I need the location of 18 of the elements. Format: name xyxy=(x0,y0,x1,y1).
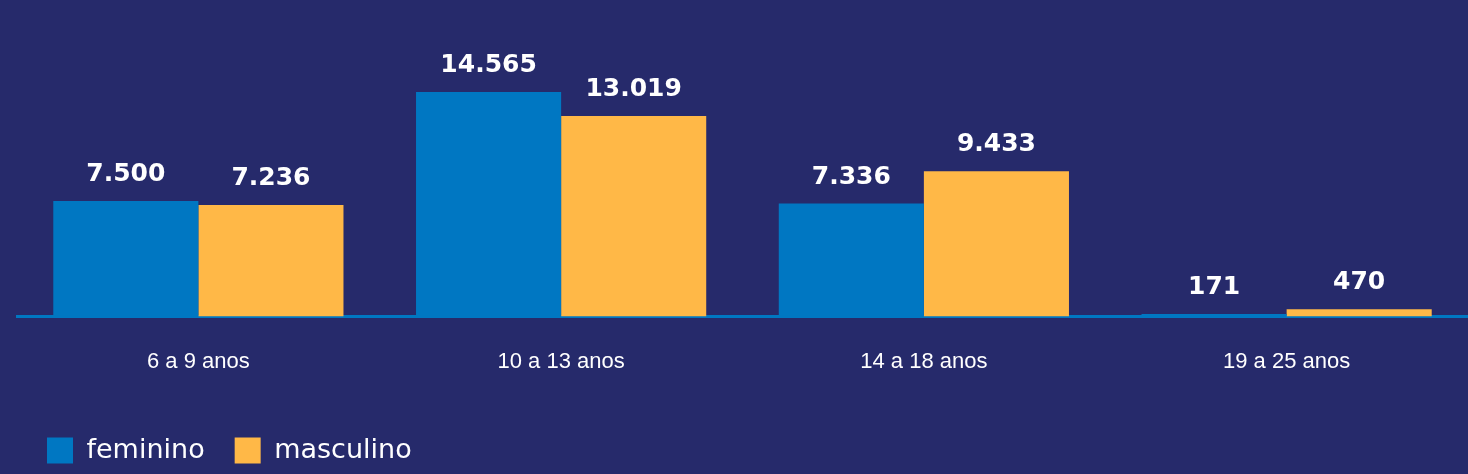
data-label: 470 xyxy=(1333,266,1386,296)
data-label: 7.336 xyxy=(811,160,891,190)
bar xyxy=(561,115,707,317)
legend-label: feminino xyxy=(86,432,205,464)
data-label: 13.019 xyxy=(585,72,682,102)
bar xyxy=(1286,309,1432,317)
x-tick-label: 10 a 13 anos xyxy=(497,347,625,373)
legend-label: masculino xyxy=(274,432,412,464)
x-tick-label: 14 a 18 anos xyxy=(860,347,988,373)
bar xyxy=(923,171,1069,317)
data-label: 7.500 xyxy=(86,158,166,188)
bar xyxy=(198,205,344,317)
data-label: 14.565 xyxy=(440,49,537,79)
x-tick-label: 19 a 25 anos xyxy=(1223,347,1351,373)
x-tick-label: 6 a 9 anos xyxy=(147,347,250,373)
data-label: 9.433 xyxy=(956,128,1036,158)
data-label: 171 xyxy=(1187,270,1241,300)
data-label: 7.236 xyxy=(231,162,311,192)
